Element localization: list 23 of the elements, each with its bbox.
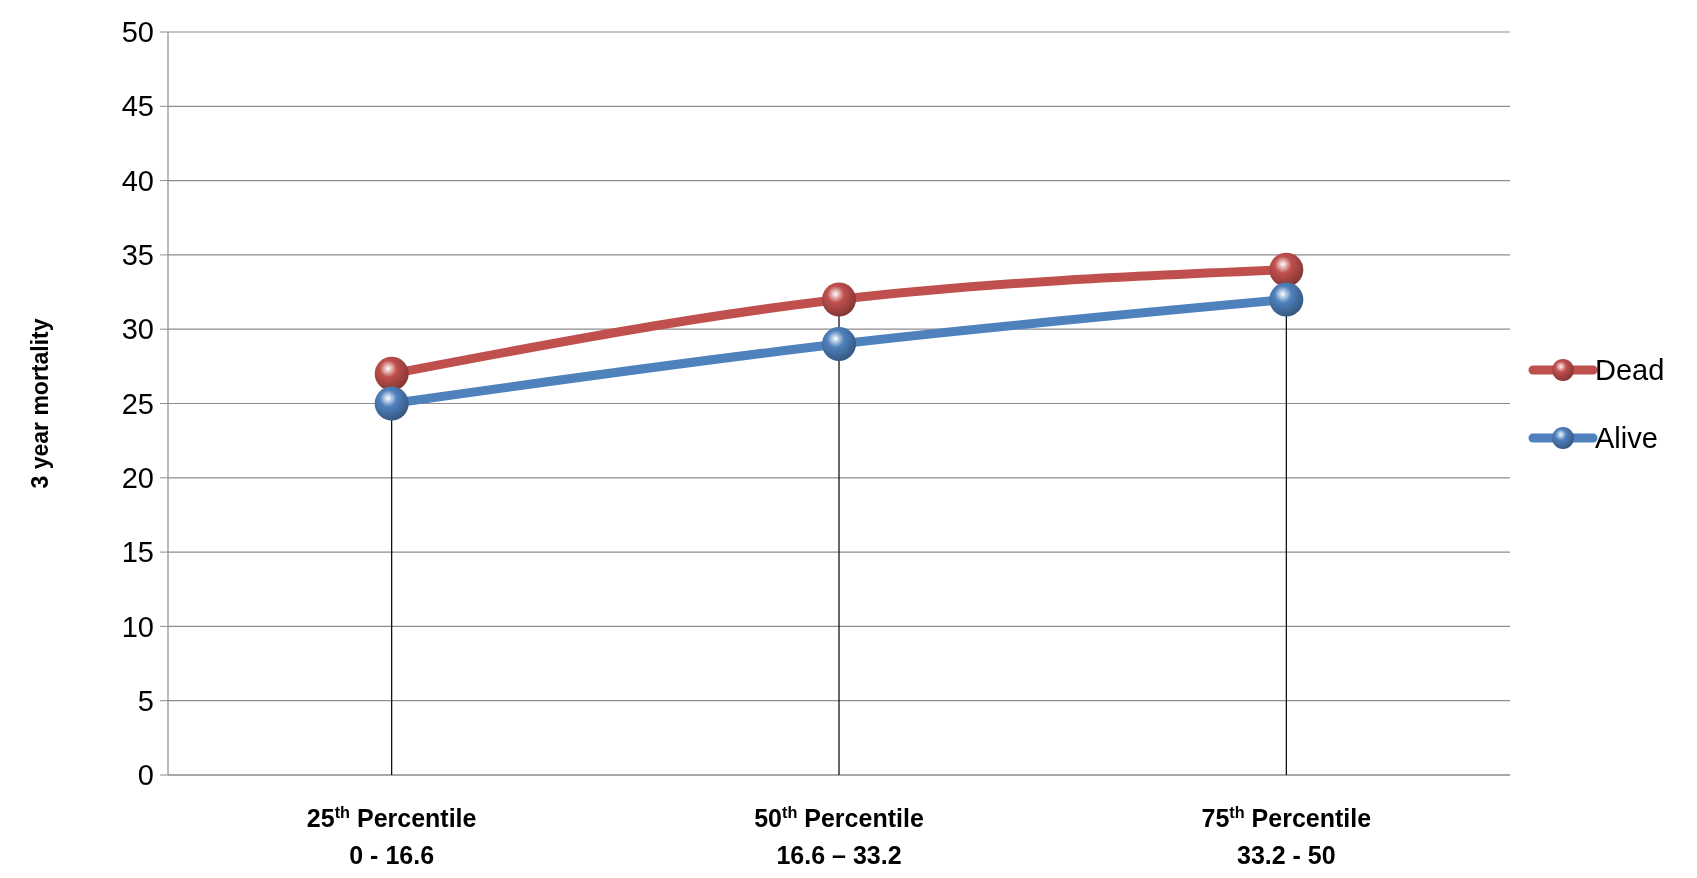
point bbox=[374, 386, 409, 421]
y-tick-label: 15 bbox=[121, 536, 154, 569]
x-tick-label: 25$^{th}$ Percentile 0 - 16.6 bbox=[306, 803, 477, 869]
y-tick-label: 50 bbox=[121, 16, 154, 49]
y-tick-label: 35 bbox=[121, 239, 154, 272]
y-tick-label: 20 bbox=[121, 461, 154, 494]
point bbox=[822, 282, 856, 317]
x-tick-label: 75$^{th}$ Percentile 33.2 - 50 bbox=[1201, 803, 1372, 869]
y-tick-label: 5 bbox=[137, 684, 154, 717]
y-tick-label: 40 bbox=[121, 164, 154, 197]
point bbox=[1269, 252, 1304, 287]
y-axis-title: 3 year mortality bbox=[27, 318, 53, 489]
legend-label: Dead bbox=[1595, 354, 1665, 387]
legend-label: Alive bbox=[1595, 422, 1658, 455]
y-tick-label: 30 bbox=[121, 313, 154, 346]
y-tick-label: 0 bbox=[137, 759, 154, 792]
y-tick-label: 10 bbox=[121, 610, 154, 643]
y-tick-label: 25 bbox=[121, 387, 154, 420]
point bbox=[374, 356, 409, 391]
y-tick-label: 45 bbox=[121, 90, 154, 123]
point bbox=[1269, 282, 1304, 317]
point bbox=[822, 327, 856, 362]
x-tick-label: 50$^{th}$ Percentile 16.6 – 33.2 bbox=[754, 803, 924, 869]
